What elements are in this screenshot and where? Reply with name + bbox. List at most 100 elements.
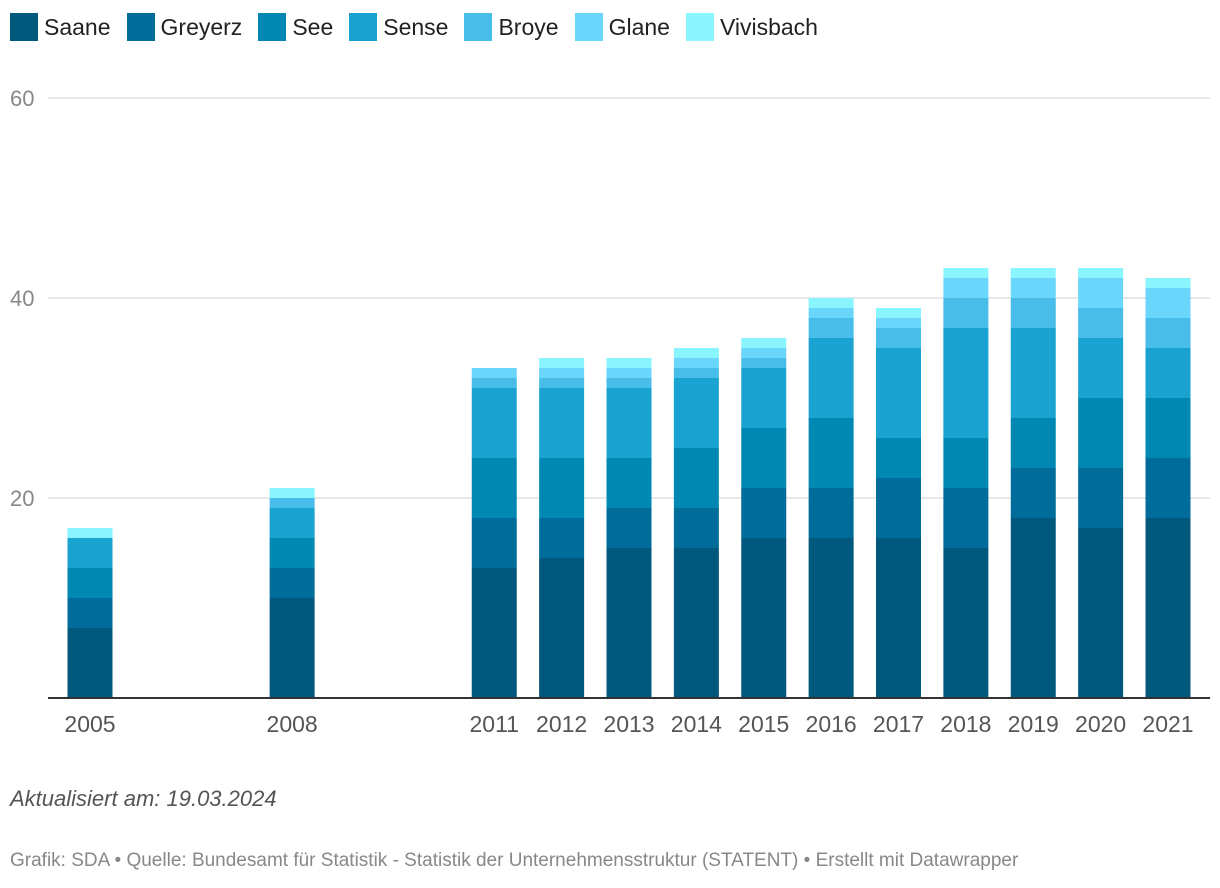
legend: Saane Greyerz See Sense Broye Glane Vivisbach (10, 12, 834, 42)
bar-segment-vivisbach-2018 (943, 268, 989, 278)
legend-swatch (464, 13, 493, 41)
bar-segment-saane-2012 (539, 558, 585, 698)
x-tick-label: 2014 (671, 711, 722, 737)
bar-segment-saane-2014 (673, 548, 719, 698)
bar-segment-glane-2011 (471, 368, 517, 378)
legend-swatch (574, 13, 603, 41)
bar-segment-sense-2014 (673, 378, 719, 448)
x-tick-label: 2011 (470, 711, 519, 737)
bar-segment-glane-2020 (1078, 278, 1124, 308)
bar-segment-greyerz-2019 (1010, 468, 1056, 518)
bar-segment-greyerz-2014 (673, 508, 719, 548)
bar-segment-vivisbach-2008 (269, 488, 315, 498)
bar-segment-saane-2013 (606, 548, 652, 698)
bar-segment-greyerz-2005 (67, 598, 113, 628)
bar-segment-see-2013 (606, 458, 652, 508)
bar-segment-saane-2017 (876, 538, 921, 698)
bar-segment-greyerz-2021 (1145, 458, 1191, 518)
bar-segment-sense-2021 (1145, 348, 1191, 398)
bar-segment-broye-2012 (539, 378, 585, 388)
bar-segment-sense-2013 (606, 388, 652, 458)
bar-segment-sense-2012 (539, 388, 585, 458)
legend-label: Sense (383, 13, 449, 40)
bar-segment-see-2019 (1010, 418, 1056, 468)
bar-segment-greyerz-2008 (269, 568, 315, 598)
bar-segment-glane-2019 (1010, 278, 1056, 298)
bar-segment-glane-2016 (808, 308, 854, 318)
bar-segment-saane-2020 (1078, 528, 1124, 698)
legend-item-see: See (258, 13, 333, 41)
bar-segment-glane-2013 (606, 368, 652, 378)
bar-segment-broye-2011 (471, 378, 517, 388)
y-tick-label: 60 (10, 86, 34, 111)
bar-segment-see-2020 (1078, 398, 1124, 468)
x-tick-label: 2019 (1008, 711, 1059, 737)
x-tick-label: 2017 (873, 711, 924, 737)
bar-segment-vivisbach-2005 (67, 528, 113, 538)
legend-item-saane: Saane (10, 13, 111, 41)
bar-segment-greyerz-2018 (943, 488, 989, 548)
x-tick-label: 2016 (806, 711, 857, 737)
legend-swatch (126, 13, 155, 41)
legend-item-sense: Sense (349, 13, 448, 41)
legend-swatch (10, 13, 38, 41)
bar-segment-vivisbach-2017 (876, 308, 921, 318)
bar-segment-glane-2017 (876, 318, 921, 328)
bar-segment-see-2012 (539, 458, 585, 518)
legend-item-greyerz: Greyerz (126, 13, 243, 41)
x-tick-label: 2008 (267, 711, 318, 737)
bar-segment-vivisbach-2013 (606, 358, 652, 368)
bar-segment-see-2011 (471, 458, 517, 518)
bar-segment-glane-2014 (673, 358, 719, 368)
bar-segment-see-2017 (876, 438, 921, 478)
legend-label: Glane (608, 13, 670, 40)
bar-segment-sense-2008 (269, 508, 315, 538)
bar-segment-see-2016 (808, 418, 854, 488)
y-tick-label: 40 (10, 286, 34, 311)
bar-segment-vivisbach-2021 (1145, 278, 1191, 288)
bar-segment-see-2005 (67, 568, 113, 598)
bar-segment-saane-2011 (471, 568, 517, 698)
legend-item-glane: Glane (574, 13, 670, 41)
legend-label: Saane (44, 13, 111, 40)
legend-swatch (258, 13, 287, 41)
legend-swatch (685, 13, 714, 41)
bar-segment-greyerz-2020 (1078, 468, 1124, 528)
legend-item-broye: Broye (464, 13, 559, 41)
legend-swatch (349, 13, 378, 41)
bar-segment-sense-2011 (471, 388, 517, 458)
bar-segment-sense-2020 (1078, 338, 1124, 398)
bar-segment-greyerz-2017 (876, 478, 921, 538)
legend-label: Greyerz (160, 13, 243, 40)
bar-segment-vivisbach-2016 (808, 298, 854, 308)
bar-segment-see-2015 (741, 428, 787, 488)
updated-note: Aktualisiert am: 19.03.2024 (10, 786, 277, 811)
bar-segment-glane-2015 (741, 348, 787, 358)
bar-segment-vivisbach-2012 (539, 358, 585, 368)
legend-label: Broye (498, 13, 559, 40)
bar-segment-saane-2021 (1145, 518, 1191, 698)
bar-segment-broye-2021 (1145, 318, 1191, 348)
bar-segment-see-2014 (673, 448, 719, 508)
bar-segment-sense-2017 (876, 348, 921, 438)
bar-segment-sense-2016 (808, 338, 854, 418)
bar-segment-broye-2014 (673, 368, 719, 378)
bar-segment-sense-2005 (67, 538, 113, 568)
bar-segment-sense-2018 (943, 328, 989, 438)
bar-segment-see-2008 (269, 538, 315, 568)
bar-segment-saane-2005 (67, 628, 113, 698)
bar-segment-saane-2008 (269, 598, 315, 698)
source-footer: Grafik: SDA • Quelle: Bundesamt für Stat… (10, 850, 1019, 871)
bar-segment-sense-2015 (741, 368, 787, 428)
x-tick-label: 2015 (738, 711, 789, 737)
bar-segment-glane-2021 (1145, 288, 1191, 318)
x-tick-label: 2013 (603, 711, 654, 737)
legend-label: See (292, 13, 334, 40)
bar-segment-glane-2012 (539, 368, 585, 378)
x-tick-label: 2005 (64, 711, 115, 737)
bar-segment-see-2021 (1145, 398, 1191, 458)
bar-segment-broye-2020 (1078, 308, 1124, 338)
bar-segment-vivisbach-2015 (741, 338, 787, 348)
bar-segment-saane-2018 (943, 548, 989, 698)
bar-segment-broye-2017 (876, 328, 921, 348)
